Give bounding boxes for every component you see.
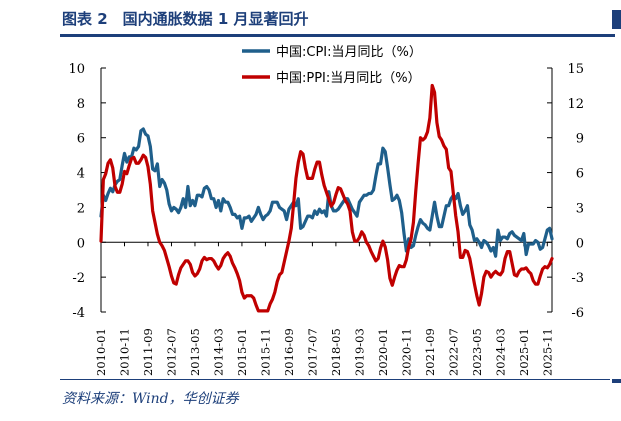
right-tick-label: 12 xyxy=(567,97,584,112)
right-tick-label: 0 xyxy=(576,236,584,251)
x-tick-label: 2019-03 xyxy=(352,328,366,376)
legend-ppi-label: 中国:PPI:当月同比（%） xyxy=(276,71,421,86)
left-tick-label: -2 xyxy=(72,271,85,286)
left-tick-label: 8 xyxy=(77,97,85,112)
source-note: 资料来源：Wind，华创证券 xyxy=(62,391,239,407)
legend: 中国:CPI:当月同比（%） 中国:PPI:当月同比（%） xyxy=(242,45,422,86)
right-tick-label: 9 xyxy=(576,132,584,147)
x-tick-label: 2025-01 xyxy=(517,328,531,376)
x-tick-label: 2014-03 xyxy=(211,328,225,376)
figure-header: 图表 2 国内通胀数据 1 月显著回升 xyxy=(0,0,621,38)
x-tick-label: 2017-07 xyxy=(305,328,319,376)
title-rule xyxy=(60,34,615,37)
series-lines xyxy=(99,83,554,313)
x-tick-label: 2011-09 xyxy=(141,328,155,376)
x-tick-label: 2016-09 xyxy=(282,328,296,376)
x-tick-label: 2010-01 xyxy=(94,328,108,376)
left-tick-label: 10 xyxy=(68,62,85,77)
legend-cpi-label: 中国:CPI:当月同比（%） xyxy=(276,45,422,60)
x-tick-label: 2010-11 xyxy=(117,328,131,376)
ppi-series-line xyxy=(99,83,554,313)
left-tick-label: 0 xyxy=(77,236,85,251)
x-tick-label: 2015-11 xyxy=(258,328,272,376)
right-tick-label: 6 xyxy=(576,167,584,182)
left-tick-label: 6 xyxy=(77,132,85,147)
edge-mark xyxy=(612,10,621,29)
x-tick-label: 2023-05 xyxy=(470,328,484,376)
right-tick-label: 3 xyxy=(576,201,584,216)
axes: -4 -2 0 2 4 6 8 10 -6 -3 0 3 6 9 12 15 2010-01 2010-11 201… xyxy=(68,62,584,376)
x-tick-label: 2020-01 xyxy=(376,328,390,376)
right-tick-label: -3 xyxy=(571,271,584,286)
figure-title: 图表 2 国内通胀数据 1 月显著回升 xyxy=(62,10,309,28)
x-tick-label: 2021-09 xyxy=(423,328,437,376)
x-tick-label: 2018-05 xyxy=(329,328,343,376)
cpi-series-line xyxy=(99,127,554,258)
x-tick-label: 2013-05 xyxy=(188,328,202,376)
x-tick-label: 2015-01 xyxy=(235,328,249,376)
left-tick-label: -4 xyxy=(72,306,85,321)
left-tick-label: 4 xyxy=(77,167,85,182)
edge-mark xyxy=(612,379,621,383)
x-tick-label: 2024-03 xyxy=(493,328,507,376)
x-tick-label: 2025-11 xyxy=(540,328,554,376)
bottom-rule xyxy=(60,379,610,380)
x-tick-label: 2022-07 xyxy=(446,328,460,376)
left-tick-label: 2 xyxy=(77,201,85,216)
x-tick-label: 2012-07 xyxy=(164,328,178,376)
right-tick-label: 15 xyxy=(567,62,584,77)
right-tick-label: -6 xyxy=(571,306,584,321)
x-tick-label: 2020-11 xyxy=(399,328,413,376)
